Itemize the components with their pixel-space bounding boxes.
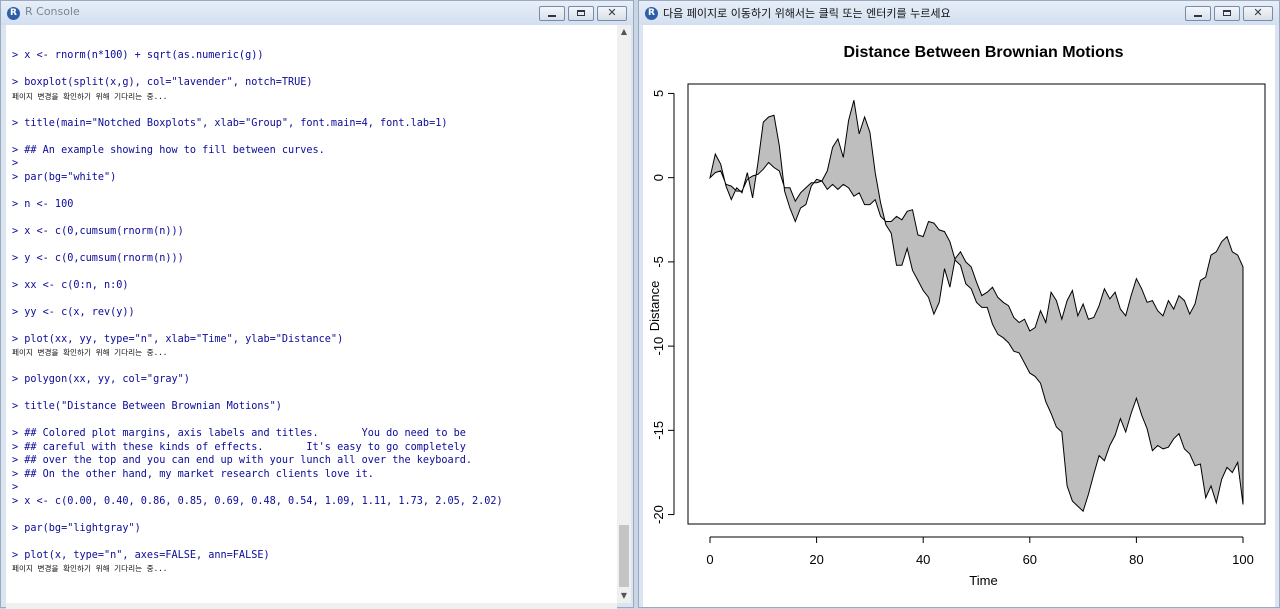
console-command-line: > x <- rnorm(n*100) + sqrt(as.numeric(g)…	[12, 50, 264, 61]
console-command-line: > ## An example showing how to fill betw…	[12, 144, 325, 156]
console-titlebar[interactable]: R R Console ✕	[1, 1, 633, 25]
scrollbar-thumb[interactable]	[619, 525, 629, 587]
graph-titlebar[interactable]: R 다음 페이지로 이동하기 위해서는 클릭 또는 엔터키를 누르세요 ✕	[639, 1, 1279, 25]
console-lines: > x <- rnorm(n*100) + sqrt(as.numeric(g)…	[12, 49, 503, 576]
y-tick-label: -10	[651, 337, 666, 356]
console-command-line: > x <- c(0,cumsum(rnorm(n)))	[12, 225, 184, 237]
console-blank-line	[12, 535, 503, 549]
console-status-message: 페이지 변경을 확인하기 위해 기다리는 중...	[12, 91, 168, 101]
plot-canvas[interactable]: 0 20 40 60 80 100 5 0 -5 -10 -15 -20 Distance Betwee…	[643, 25, 1275, 607]
console-status-message: 페이지 변경을 확인하기 위해 기다리는 중...	[12, 564, 168, 573]
brownian-plot: 0 20 40 60 80 100 5 0 -5 -10 -15 -20 Distance Betwee…	[647, 44, 1266, 588]
console-status-message: 페이지 변경을 확인하기 위해 기다리는 중...	[12, 348, 168, 357]
r-console-window[interactable]: R R Console ✕ > x <- rnorm(n*100) + sqrt…	[0, 0, 634, 609]
console-command-line: > n <- 100	[12, 198, 74, 210]
x-tick-label: 40	[916, 552, 930, 567]
console-command-line: > x <- c(0.00, 0.40, 0.86, 0.85, 0.69, 0…	[12, 495, 503, 507]
y-tick-label: -20	[651, 505, 666, 524]
console-blank-line	[12, 238, 503, 252]
chart-title: Distance Between Brownian Motions	[843, 44, 1123, 61]
maximize-icon[interactable]	[1214, 6, 1240, 21]
console-blank-line	[12, 508, 503, 522]
console-command-line: > xx <- c(0:n, n:0)	[12, 279, 129, 291]
graph-window-title: 다음 페이지로 이동하기 위해서는 클릭 또는 엔터키를 누르세요	[663, 7, 951, 20]
r-logo-icon: R	[7, 7, 20, 20]
close-icon[interactable]: ✕	[597, 6, 627, 21]
console-output[interactable]: > x <- rnorm(n*100) + sqrt(as.numeric(g)…	[6, 25, 617, 603]
distance-polygon	[709, 100, 1244, 513]
console-vertical-scrollbar[interactable]: ▲ ▼	[617, 25, 631, 603]
y-axis-label: Distance	[647, 281, 662, 332]
y-tick-label: 5	[651, 90, 666, 97]
console-command-line: > polygon(xx, yy, col="gray")	[12, 374, 190, 385]
console-command-line: > par(bg="white")	[12, 171, 117, 183]
x-tick-label: 80	[1129, 552, 1143, 567]
x-tick-label: 60	[1023, 552, 1037, 567]
console-blank-line	[12, 319, 503, 333]
console-blank-line	[12, 63, 503, 77]
close-icon[interactable]: ✕	[1243, 6, 1273, 21]
plot-frame	[687, 83, 1266, 525]
console-command-line: > plot(xx, yy, type="n", xlab="Time", yl…	[12, 333, 344, 345]
x-tick-label: 100	[1232, 552, 1254, 567]
console-command-line: > ## On the other hand, my market resear…	[12, 468, 374, 480]
console-blank-line	[12, 130, 503, 144]
y-tick-label: 0	[651, 174, 666, 181]
y-tick-label: -5	[651, 256, 666, 268]
console-title: R Console	[25, 5, 80, 18]
console-command-line: > ## Colored plot margins, axis labels a…	[12, 428, 466, 439]
console-command-line: > title(main="Notched Boxplots", xlab="G…	[12, 117, 448, 129]
console-command-line: > ## careful with these kinds of effects…	[12, 441, 466, 453]
x-tick-label: 0	[706, 552, 713, 567]
console-command-line: > title("Distance Between Brownian Motio…	[12, 401, 282, 412]
console-command-line: > par(bg="lightgray")	[12, 522, 141, 534]
console-blank-line	[12, 211, 503, 225]
scroll-up-arrow-icon[interactable]: ▲	[620, 27, 628, 36]
console-blank-line	[12, 103, 503, 117]
r-graphics-window[interactable]: R 다음 페이지로 이동하기 위해서는 클릭 또는 엔터키를 누르세요 ✕ 0 2…	[638, 0, 1280, 608]
console-command-line: > boxplot(split(x,g), col="lavender", no…	[12, 77, 313, 88]
console-command-line: >	[12, 482, 19, 493]
minimize-icon[interactable]	[539, 6, 565, 21]
console-command-line: > ## over the top and you can end up wit…	[12, 455, 473, 466]
console-command-line: > yy <- c(x, rev(y))	[12, 306, 135, 318]
console-blank-line	[12, 265, 503, 279]
console-blank-line	[12, 414, 503, 428]
console-blank-line	[12, 292, 503, 306]
console-command-line: >	[12, 158, 19, 169]
console-command-line: > plot(x, type="n", axes=FALSE, ann=FALS…	[12, 549, 270, 561]
console-blank-line	[12, 387, 503, 401]
x-axis-label: Time	[969, 573, 997, 588]
x-tick-label: 20	[809, 552, 823, 567]
maximize-icon[interactable]	[568, 6, 594, 21]
y-tick-label: -15	[651, 421, 666, 440]
console-blank-line	[12, 360, 503, 374]
console-blank-line	[12, 184, 503, 198]
scroll-down-arrow-icon[interactable]: ▼	[620, 591, 628, 600]
r-logo-icon: R	[645, 7, 658, 20]
console-command-line: > y <- c(0,cumsum(rnorm(n)))	[12, 252, 184, 264]
console-horizontal-scrollbar[interactable]	[6, 603, 617, 609]
minimize-icon[interactable]	[1185, 6, 1211, 21]
